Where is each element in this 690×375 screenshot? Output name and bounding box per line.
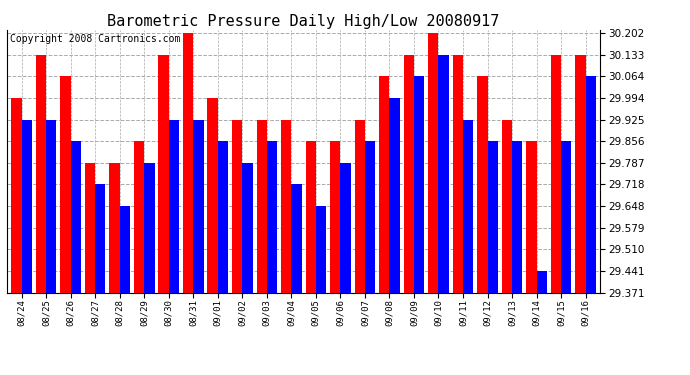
Bar <box>110 163 119 292</box>
Bar <box>453 55 463 292</box>
Bar <box>159 55 169 292</box>
Bar <box>119 206 130 292</box>
Bar <box>316 206 326 292</box>
Bar <box>144 163 155 292</box>
Bar <box>169 120 179 292</box>
Bar <box>267 141 277 292</box>
Bar <box>21 120 32 292</box>
Bar <box>438 55 449 292</box>
Bar <box>11 98 21 292</box>
Bar <box>60 76 70 292</box>
Bar <box>379 76 389 292</box>
Bar <box>36 55 46 292</box>
Bar <box>537 271 547 292</box>
Bar <box>70 141 81 292</box>
Bar <box>306 141 316 292</box>
Bar <box>551 55 561 292</box>
Bar <box>575 55 586 292</box>
Text: Copyright 2008 Cartronics.com: Copyright 2008 Cartronics.com <box>10 34 180 44</box>
Bar <box>183 33 193 292</box>
Bar <box>46 120 57 292</box>
Bar <box>502 120 512 292</box>
Bar <box>512 141 522 292</box>
Bar <box>281 120 291 292</box>
Bar <box>404 55 414 292</box>
Bar <box>561 141 571 292</box>
Bar <box>193 120 204 292</box>
Bar <box>526 141 537 292</box>
Bar <box>414 76 424 292</box>
Bar <box>389 98 400 292</box>
Bar <box>134 141 144 292</box>
Bar <box>95 184 106 292</box>
Bar <box>365 141 375 292</box>
Bar <box>463 120 473 292</box>
Bar <box>85 163 95 292</box>
Bar <box>232 120 242 292</box>
Bar <box>340 163 351 292</box>
Bar <box>330 141 340 292</box>
Bar <box>477 76 488 292</box>
Bar <box>257 120 267 292</box>
Bar <box>208 98 218 292</box>
Bar <box>242 163 253 292</box>
Bar <box>586 76 596 292</box>
Bar <box>218 141 228 292</box>
Bar <box>291 184 302 292</box>
Bar <box>488 141 497 292</box>
Bar <box>428 33 438 292</box>
Bar <box>355 120 365 292</box>
Title: Barometric Pressure Daily High/Low 20080917: Barometric Pressure Daily High/Low 20080… <box>108 14 500 29</box>
